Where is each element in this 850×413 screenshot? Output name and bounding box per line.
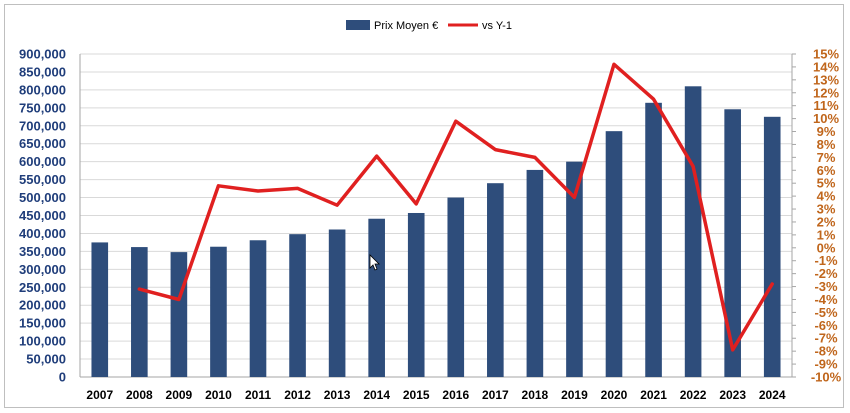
- left-tick-label: 100,000: [19, 334, 66, 349]
- x-tick-label: 2011: [245, 388, 271, 402]
- bar-2015: [407, 212, 425, 377]
- right-tick-label: -3%: [814, 279, 838, 294]
- left-tick-label: 850,000: [19, 64, 66, 79]
- right-tick-label: 14%: [813, 59, 839, 74]
- right-tick-label: 1%: [817, 227, 836, 242]
- bar-2020: [605, 131, 623, 377]
- right-tick-label: 10%: [813, 111, 839, 126]
- legend: Prix Moyen € vs Y-1: [346, 20, 512, 32]
- x-axis: 2007 2008 2009 2010 2011 2012 2013 2014 2015 2016…: [86, 388, 785, 402]
- x-tick-label: 2009: [166, 388, 193, 402]
- left-tick-label: 350,000: [19, 244, 66, 259]
- legend-label-line: vs Y-1: [482, 20, 512, 32]
- right-tick-label: 12%: [813, 85, 839, 100]
- right-tick-label: 3%: [817, 202, 836, 217]
- bar-2016: [447, 197, 465, 377]
- bar-2009: [170, 252, 188, 377]
- x-tick-label: 2021: [640, 388, 667, 402]
- left-tick-label: 0: [59, 370, 66, 385]
- x-tick-label: 2013: [324, 388, 351, 402]
- right-tick-label: 5%: [817, 176, 836, 191]
- bar-2022: [684, 86, 702, 378]
- x-tick-label: 2024: [759, 388, 786, 402]
- right-axis: -10%-9%-8%-7%-6%-5%-4%-3%-2%-1%0%1%2%3%4…: [792, 47, 842, 385]
- left-tick-label: 700,000: [19, 118, 66, 133]
- left-tick-label: 550,000: [19, 172, 66, 187]
- line-vs-y1: [137, 62, 774, 352]
- right-tick-label: 2%: [817, 214, 836, 229]
- right-tick-label: -9%: [814, 357, 838, 372]
- left-tick-label: 300,000: [19, 262, 66, 277]
- right-tick-label: -8%: [814, 344, 838, 359]
- x-tick-label: 2010: [205, 388, 232, 402]
- line-series: [137, 62, 774, 352]
- x-tick-label: 2014: [363, 388, 390, 402]
- bar-2019: [566, 161, 583, 377]
- bar-2011: [249, 240, 267, 377]
- right-tick-label: -5%: [814, 305, 838, 320]
- x-tick-label: 2015: [403, 388, 430, 402]
- legend-label-bar: Prix Moyen €: [374, 20, 438, 32]
- left-tick-label: 500,000: [19, 190, 66, 205]
- legend-swatch-bar: [346, 20, 370, 30]
- right-tick-label: 11%: [813, 98, 839, 113]
- left-tick-label: 800,000: [19, 82, 66, 97]
- x-tick-label: 2017: [482, 388, 509, 402]
- left-tick-label: 750,000: [19, 100, 66, 115]
- mouse-cursor-icon: [369, 254, 380, 271]
- right-tick-label: 7%: [817, 150, 836, 165]
- right-tick-label: -1%: [814, 253, 838, 268]
- left-tick-label: 200,000: [19, 298, 66, 313]
- left-tick-label: 450,000: [19, 208, 66, 223]
- right-tick-label: -10%: [811, 370, 842, 385]
- x-tick-label: 2019: [561, 388, 588, 402]
- x-tick-label: 2007: [86, 388, 113, 402]
- bar-2008: [131, 247, 148, 377]
- right-tick-label: -7%: [814, 331, 838, 346]
- bar-series: [91, 86, 781, 378]
- bar-2017: [487, 183, 504, 377]
- bar-2010: [210, 246, 227, 377]
- x-tick-label: 2022: [680, 388, 707, 402]
- left-axis: 0 50,000 100,000 150,000 200,000 250,000 300,0…: [19, 47, 66, 385]
- right-tick-label: 6%: [817, 163, 836, 178]
- bar-2018: [526, 169, 544, 377]
- x-tick-label: 2023: [719, 388, 746, 402]
- x-tick-label: 2016: [442, 388, 469, 402]
- bar-2021: [645, 102, 662, 377]
- left-tick-label: 150,000: [19, 316, 66, 331]
- bar-2007: [91, 242, 109, 377]
- bar-2012: [289, 234, 306, 377]
- bar-2023: [724, 109, 741, 377]
- right-tick-label: 8%: [817, 137, 836, 152]
- right-tick-label: 0%: [817, 240, 836, 255]
- bar-2013: [328, 229, 346, 377]
- right-tick-label: 13%: [813, 72, 839, 87]
- x-tick-label: 2020: [601, 388, 628, 402]
- x-tick-label: 2012: [284, 388, 311, 402]
- left-tick-label: 250,000: [19, 280, 66, 295]
- bar-2024: [763, 116, 781, 378]
- left-tick-label: 600,000: [19, 154, 66, 169]
- right-tick-label: -4%: [814, 292, 838, 307]
- bar-2014: [368, 218, 385, 377]
- right-tick-label: -2%: [814, 266, 838, 281]
- x-tick-label: 2018: [522, 388, 549, 402]
- right-tick-label: 15%: [813, 47, 839, 62]
- right-tick-label: 4%: [817, 189, 836, 204]
- left-tick-label: 50,000: [26, 352, 66, 367]
- right-tick-label: 9%: [817, 124, 836, 139]
- left-tick-label: 650,000: [19, 136, 66, 151]
- x-tick-label: 2008: [126, 388, 153, 402]
- gridlines: [79, 53, 793, 378]
- right-tick-label: -6%: [814, 318, 838, 333]
- left-tick-label: 900,000: [19, 47, 66, 62]
- left-tick-label: 400,000: [19, 226, 66, 241]
